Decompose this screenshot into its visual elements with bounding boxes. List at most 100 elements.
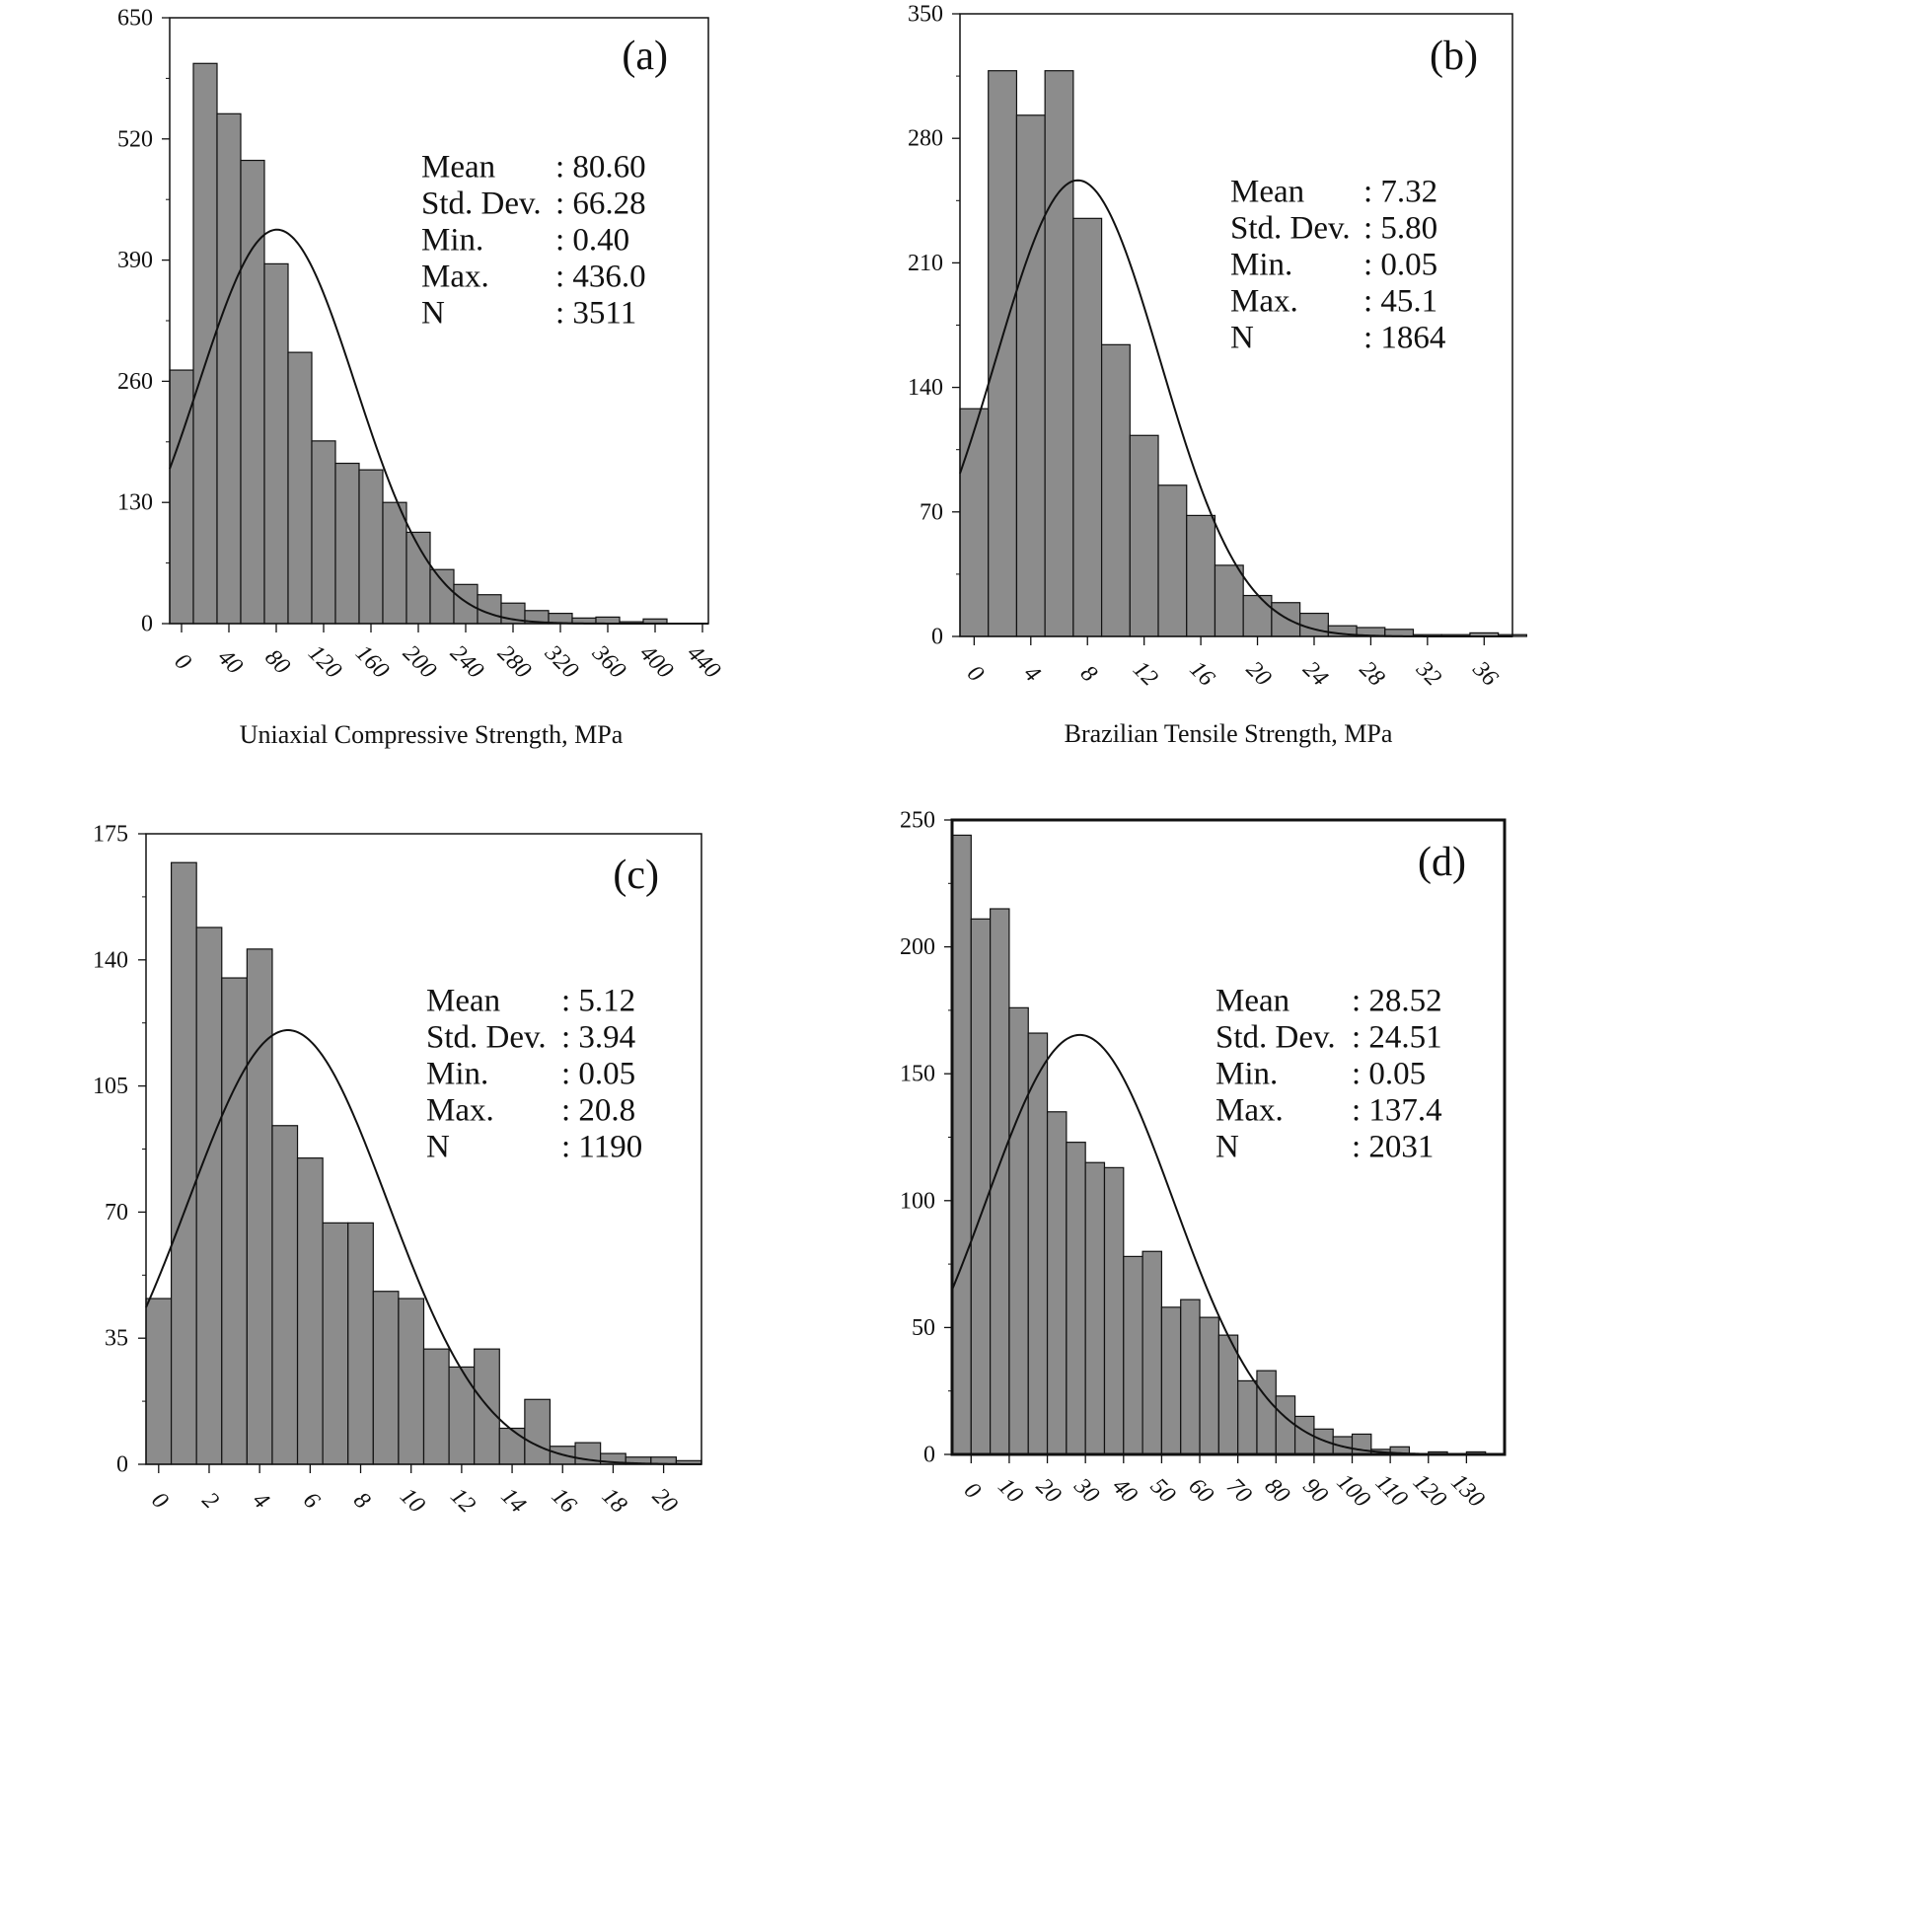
histogram-bar bbox=[1271, 602, 1301, 637]
x-tick-label: 80 bbox=[1260, 1473, 1294, 1508]
stat-label: N bbox=[1215, 1130, 1239, 1165]
x-tick-label: 110 bbox=[1370, 1470, 1413, 1513]
x-tick-label: 28 bbox=[1355, 656, 1389, 691]
stat-label: Std. Dev. bbox=[421, 186, 542, 222]
histogram-bar bbox=[1044, 70, 1074, 637]
histogram-bar bbox=[448, 1366, 476, 1465]
histogram-panel-b: 0 70 140 210 280 350 0 4 8 12 16 20 24 28 32 36 (b) Mean:… bbox=[908, 0, 1915, 947]
y-tick-label: 0 bbox=[116, 1452, 128, 1478]
histogram-bar bbox=[951, 834, 972, 1455]
y-tick-label: 390 bbox=[117, 248, 153, 273]
x-tick-label: 8 bbox=[1075, 661, 1102, 688]
bars-c bbox=[145, 861, 702, 1465]
x-tick-label: 36 bbox=[1467, 656, 1503, 692]
histogram-bar bbox=[192, 62, 218, 625]
stat-value: : 0.05 bbox=[1363, 248, 1437, 283]
stat-value: : 5.12 bbox=[561, 984, 635, 1019]
x-tick-label: 6 bbox=[298, 1488, 325, 1515]
histogram-bar bbox=[1015, 114, 1046, 637]
histogram-bar bbox=[296, 1157, 324, 1465]
y-tick-label: 35 bbox=[105, 1326, 128, 1352]
histogram-bar bbox=[358, 469, 384, 625]
x-axis-label-b: Brazilian Tensile Strength, MPa bbox=[1065, 719, 1393, 748]
y-tick-label: 0 bbox=[923, 1443, 935, 1468]
histogram-bar bbox=[145, 1298, 173, 1465]
x-tick-label: 20 bbox=[1241, 656, 1276, 691]
x-tick-label: 0 bbox=[959, 1478, 986, 1505]
histogram-bar bbox=[382, 501, 407, 625]
histogram-a-svg: 0 130 260 390 520 650 0 40 80 120 160 200 240 280 320 3… bbox=[117, 6, 725, 750]
y-tick-label: 0 bbox=[141, 612, 153, 637]
y-tick-label: 70 bbox=[920, 499, 943, 525]
histogram-bar bbox=[1217, 1334, 1239, 1455]
histogram-bar bbox=[347, 1222, 374, 1465]
x-tick-label: 16 bbox=[1184, 656, 1218, 691]
stat-label: Min. bbox=[1215, 1057, 1278, 1092]
y-axis-b: 0 70 140 210 280 350 bbox=[908, 2, 960, 650]
x-tick-label: 240 bbox=[445, 640, 488, 684]
x-tick-label: 20 bbox=[1031, 1473, 1066, 1508]
histogram-bar bbox=[334, 462, 360, 625]
x-tick-label: 320 bbox=[539, 639, 583, 684]
stat-value: : 7.32 bbox=[1363, 175, 1437, 210]
histogram-bar bbox=[1199, 1316, 1219, 1455]
x-tick-label: 8 bbox=[348, 1488, 375, 1515]
stat-label: Max. bbox=[421, 260, 489, 295]
histogram-panel-c: 0 35 70 105 140 175 0 2 4 6 8 10 12 14 16 18 20 (c) Mean: … bbox=[0, 822, 957, 1927]
histogram-bar bbox=[1008, 1006, 1029, 1455]
histogram-bar bbox=[1157, 484, 1188, 637]
stat-label: Mean bbox=[1230, 175, 1304, 210]
histogram-bar bbox=[1313, 1428, 1334, 1455]
stat-value: : 137.4 bbox=[1352, 1093, 1442, 1129]
x-tick-label: 18 bbox=[597, 1483, 631, 1518]
x-tick-label: 0 bbox=[170, 649, 196, 676]
y-tick-label: 150 bbox=[900, 1062, 935, 1087]
y-tick-label: 0 bbox=[931, 625, 943, 650]
y-tick-label: 650 bbox=[117, 6, 153, 32]
y-tick-label: 50 bbox=[912, 1315, 935, 1341]
y-tick-label: 140 bbox=[908, 375, 943, 401]
panel-label-a: (a) bbox=[622, 34, 668, 79]
histogram-bar bbox=[287, 351, 313, 625]
x-tick-label: 0 bbox=[962, 661, 989, 688]
x-tick-label: 100 bbox=[1332, 1469, 1375, 1513]
stat-label: Max. bbox=[426, 1093, 494, 1129]
y-tick-label: 350 bbox=[908, 2, 943, 28]
histogram-bar bbox=[959, 408, 990, 637]
x-tick-label: 16 bbox=[547, 1483, 581, 1518]
x-tick-label: 12 bbox=[445, 1483, 479, 1518]
stat-label: Mean bbox=[421, 150, 495, 186]
x-tick-label: 280 bbox=[492, 640, 536, 684]
histogram-bar bbox=[1084, 1161, 1106, 1455]
y-axis-c: 0 35 70 105 140 175 bbox=[93, 822, 146, 1478]
y-axis-a: 0 130 260 390 520 650 bbox=[117, 6, 170, 637]
histogram-bar bbox=[1275, 1395, 1296, 1455]
histogram-bar bbox=[1256, 1370, 1277, 1455]
stat-label: Mean bbox=[1215, 984, 1289, 1019]
x-tick-label: 4 bbox=[1018, 661, 1045, 688]
stat-value: : 1864 bbox=[1363, 321, 1445, 356]
stat-value: : 45.1 bbox=[1363, 284, 1437, 320]
y-tick-label: 520 bbox=[117, 126, 153, 152]
histogram-panel-a: 0 130 260 390 520 650 0 40 80 120 160 200 240 280 320 3… bbox=[0, 0, 957, 947]
histogram-bar bbox=[1160, 1306, 1182, 1455]
x-tick-label: 40 bbox=[1107, 1473, 1142, 1508]
histogram-bar bbox=[398, 1298, 425, 1465]
y-tick-label: 260 bbox=[117, 369, 153, 395]
x-tick-label: 80 bbox=[259, 644, 294, 679]
histogram-bar bbox=[1186, 514, 1216, 637]
stat-label: Min. bbox=[1230, 248, 1292, 283]
y-tick-label: 105 bbox=[93, 1074, 128, 1099]
histogram-bar bbox=[1242, 594, 1273, 637]
histogram-bar bbox=[1072, 217, 1103, 637]
bars-b bbox=[959, 70, 1527, 637]
histogram-bar bbox=[1142, 1250, 1163, 1455]
histogram-bar bbox=[970, 918, 992, 1455]
x-tick-label: 360 bbox=[586, 639, 630, 684]
histogram-bar bbox=[240, 159, 265, 625]
y-tick-label: 100 bbox=[900, 1188, 935, 1214]
histogram-b-svg: 0 70 140 210 280 350 0 4 8 12 16 20 24 28 32 36 (b) Mean:… bbox=[908, 2, 1527, 748]
stat-label: N bbox=[426, 1130, 450, 1165]
stat-value: : 20.8 bbox=[561, 1093, 635, 1129]
